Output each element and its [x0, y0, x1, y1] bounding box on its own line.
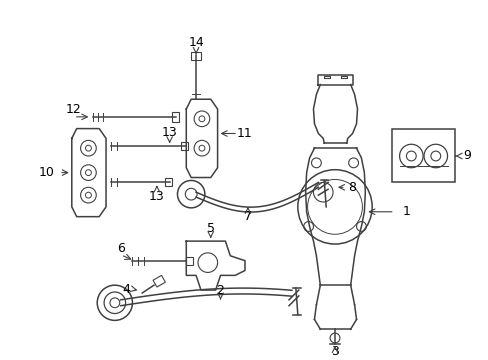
Text: 10: 10 [39, 166, 54, 179]
Bar [153, 275, 165, 287]
Text: 5: 5 [206, 222, 214, 235]
Text: 1: 1 [402, 205, 409, 218]
Bar [171, 112, 179, 122]
Text: 2: 2 [216, 284, 224, 297]
Bar [391, 129, 454, 183]
Text: 6: 6 [117, 242, 124, 256]
Bar [186, 257, 193, 265]
Text: 12: 12 [66, 103, 81, 116]
Text: 13: 13 [149, 190, 164, 203]
Bar [164, 179, 171, 186]
Bar [181, 142, 188, 150]
Text: 3: 3 [330, 345, 338, 358]
Text: 7: 7 [244, 210, 251, 223]
Text: 4: 4 [122, 283, 130, 296]
Text: 8: 8 [348, 181, 356, 194]
Text: 11: 11 [237, 127, 252, 140]
Bar [191, 52, 201, 60]
Text: 13: 13 [162, 126, 177, 139]
Text: 14: 14 [188, 36, 203, 49]
Text: 9: 9 [462, 149, 470, 162]
